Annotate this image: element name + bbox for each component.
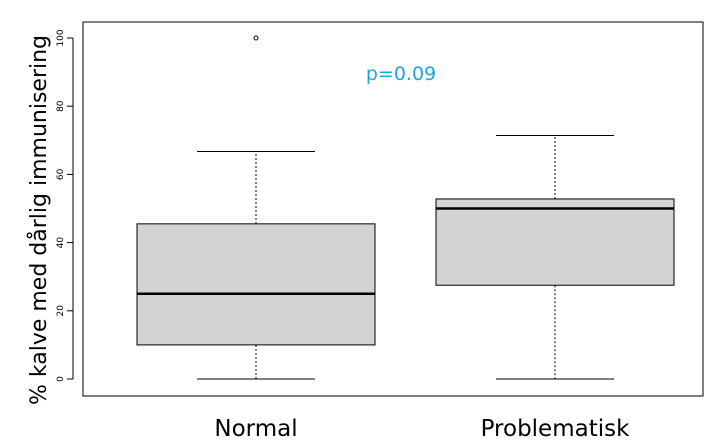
y-tick-label: 100 xyxy=(56,29,66,46)
iqr-box xyxy=(136,223,376,346)
iqr-box xyxy=(435,198,675,286)
y-axis-title: % kalve med dårlig immunisering xyxy=(26,35,52,405)
boxes-group xyxy=(136,35,675,380)
plot-frame xyxy=(82,21,704,397)
y-axis: 0 20 40 60 80 100 xyxy=(56,29,74,382)
y-tick-label: 0 xyxy=(56,376,66,382)
category-label: Problematisk xyxy=(481,416,631,442)
y-tick-label: 60 xyxy=(56,168,66,180)
box-normal xyxy=(136,35,376,380)
y-tick-label: 40 xyxy=(56,237,66,249)
box-problematisk xyxy=(435,135,675,380)
category-label: Normal xyxy=(214,416,297,442)
p-value-annotation: p=0.09 xyxy=(366,63,436,85)
category-labels: Normal Problematisk xyxy=(214,416,630,442)
y-tick-label: 20 xyxy=(56,305,66,317)
y-tick-label: 80 xyxy=(56,100,66,112)
outlier-point xyxy=(253,35,259,41)
